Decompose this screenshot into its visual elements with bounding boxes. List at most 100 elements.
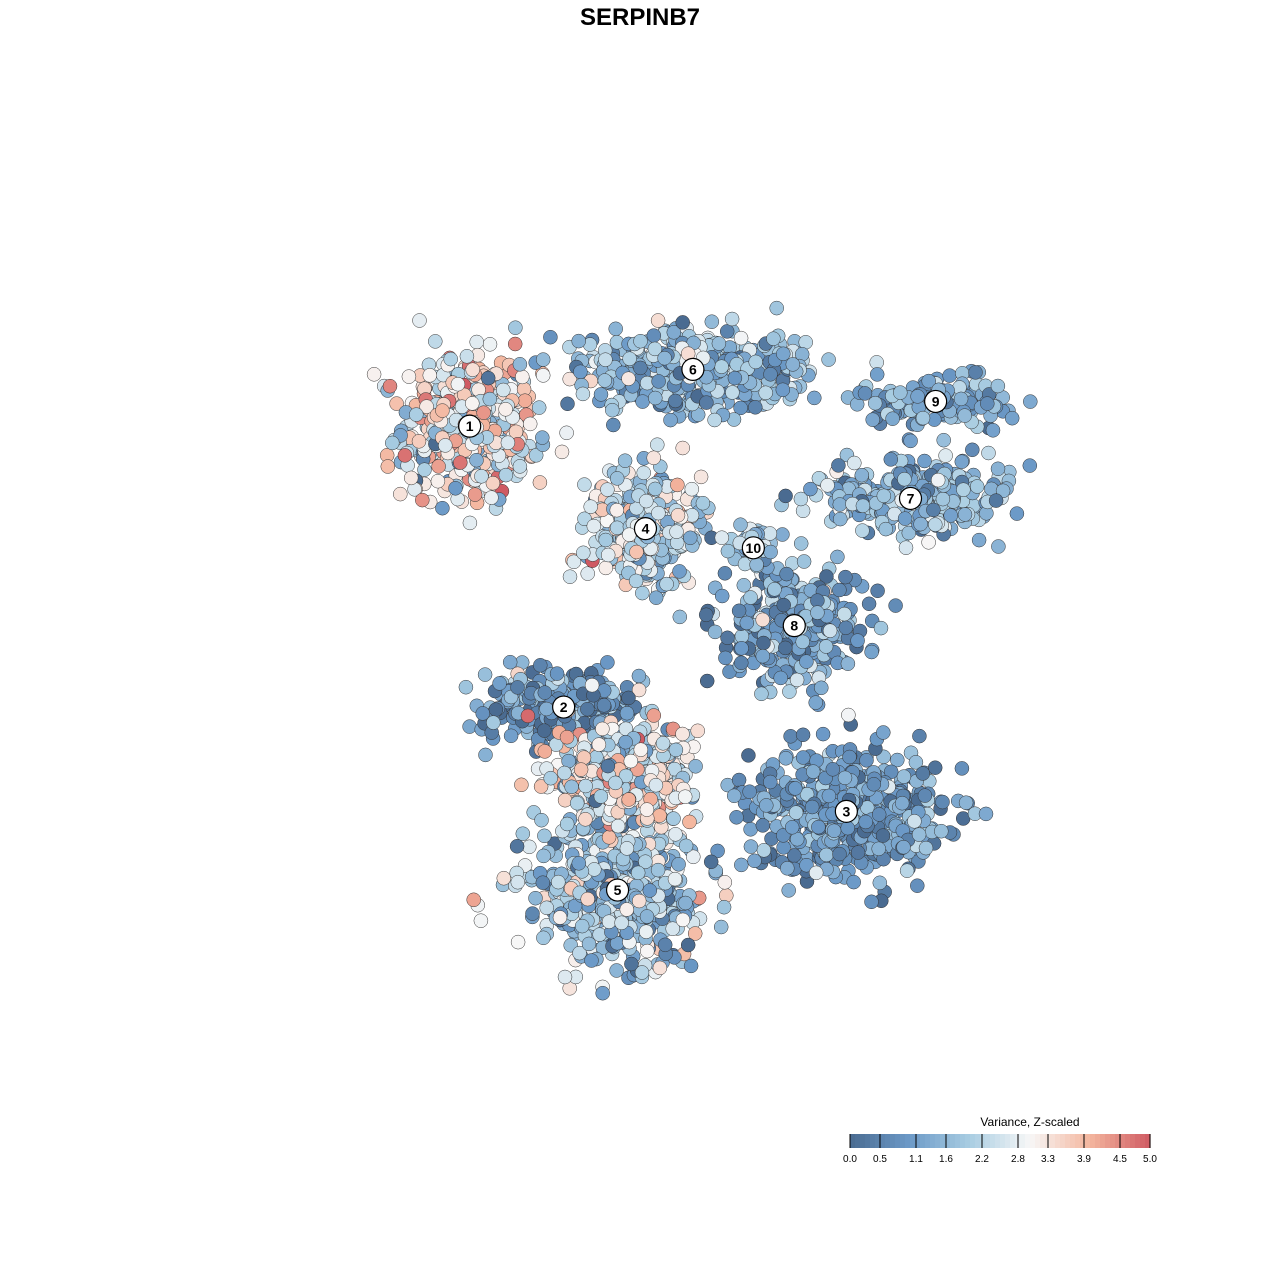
data-point [775, 382, 791, 398]
data-point [639, 909, 655, 924]
data-point [957, 408, 972, 423]
data-point [832, 497, 848, 512]
data-point [535, 368, 551, 383]
data-point [573, 762, 589, 777]
data-point [763, 544, 778, 560]
data-point [714, 588, 730, 604]
data-point [619, 841, 635, 856]
data-point [648, 590, 664, 605]
data-point [559, 425, 574, 441]
data-point [573, 364, 588, 380]
data-point [713, 919, 729, 935]
data-point [672, 609, 688, 625]
data-point [608, 775, 623, 791]
legend-swatch [985, 1134, 991, 1148]
data-point [803, 481, 818, 497]
data-point [733, 330, 749, 346]
data-point [971, 532, 987, 548]
data-point [401, 369, 417, 384]
data-point [443, 351, 458, 367]
legend-tick-label: 2.8 [1011, 1154, 1025, 1165]
data-point [477, 667, 493, 682]
data-point [855, 498, 871, 514]
data-point [776, 597, 791, 613]
data-point [741, 748, 756, 763]
data-point [870, 583, 885, 599]
data-point [575, 386, 591, 402]
legend-swatch [1055, 1134, 1061, 1148]
data-point [968, 365, 983, 380]
data-point [878, 521, 894, 537]
data-point [581, 936, 597, 952]
data-point [978, 806, 994, 822]
data-point [630, 865, 646, 881]
data-point [897, 511, 913, 526]
data-point [910, 878, 925, 893]
data-point [710, 843, 725, 859]
data-point [572, 945, 587, 961]
legend-swatch [1020, 1134, 1026, 1148]
data-point [528, 448, 544, 463]
data-point [619, 902, 635, 917]
cluster-label-text: 10 [746, 540, 762, 556]
data-point [465, 362, 480, 377]
data-point [619, 705, 635, 721]
data-point [543, 329, 558, 345]
cluster-label-text: 1 [466, 418, 474, 434]
data-point [898, 540, 914, 555]
legend-swatch [865, 1134, 871, 1148]
legend-tick-label: 3.9 [1077, 1154, 1091, 1165]
data-point [543, 770, 558, 786]
data-point [699, 673, 715, 689]
data-point [536, 930, 551, 946]
legend-title: Variance, Z-scaled [980, 1115, 1079, 1129]
data-point [743, 839, 759, 854]
data-point [510, 680, 525, 695]
legend-swatch [880, 1134, 886, 1148]
cluster-label-text: 7 [907, 490, 915, 506]
data-point [646, 708, 662, 723]
data-point [864, 644, 879, 660]
data-point [633, 333, 648, 349]
data-point [668, 742, 684, 758]
data-point [934, 823, 949, 839]
legend-swatch [1035, 1134, 1041, 1148]
data-point [600, 547, 616, 563]
data-point [756, 843, 772, 858]
data-point [514, 777, 529, 793]
data-point [840, 820, 855, 836]
data-point [576, 750, 592, 765]
data-point [675, 912, 691, 928]
data-point [593, 387, 609, 402]
data-point [557, 792, 573, 808]
data-point [677, 789, 693, 804]
data-point [795, 727, 811, 743]
legend-swatch [1070, 1134, 1076, 1148]
data-point [462, 515, 478, 531]
data-point [778, 751, 794, 766]
data-point [869, 367, 885, 382]
data-point [622, 351, 637, 366]
legend-swatch [1025, 1134, 1031, 1148]
data-point [954, 761, 970, 776]
legend-swatch [1030, 1134, 1036, 1148]
data-point [533, 658, 548, 673]
cluster-labels: 1 2 3 4 5 6 7 8 9 10 [458, 357, 948, 902]
cluster-label-2: 2 [552, 695, 576, 719]
legend-swatch [875, 1134, 881, 1148]
data-point [908, 755, 924, 770]
data-point [647, 481, 663, 497]
data-point [921, 535, 936, 550]
data-point [618, 768, 634, 784]
data-point [459, 349, 475, 364]
legend-swatch [1140, 1134, 1146, 1148]
legend-tick-label: 0.0 [843, 1154, 857, 1165]
data-point [795, 750, 811, 765]
data-point [595, 985, 610, 1001]
data-point [805, 764, 821, 779]
data-point [743, 590, 758, 605]
legend-swatch [910, 1134, 916, 1148]
data-point [586, 518, 602, 534]
legend-swatch [990, 1134, 996, 1148]
chart-title: SERPINB7 [579, 4, 701, 31]
